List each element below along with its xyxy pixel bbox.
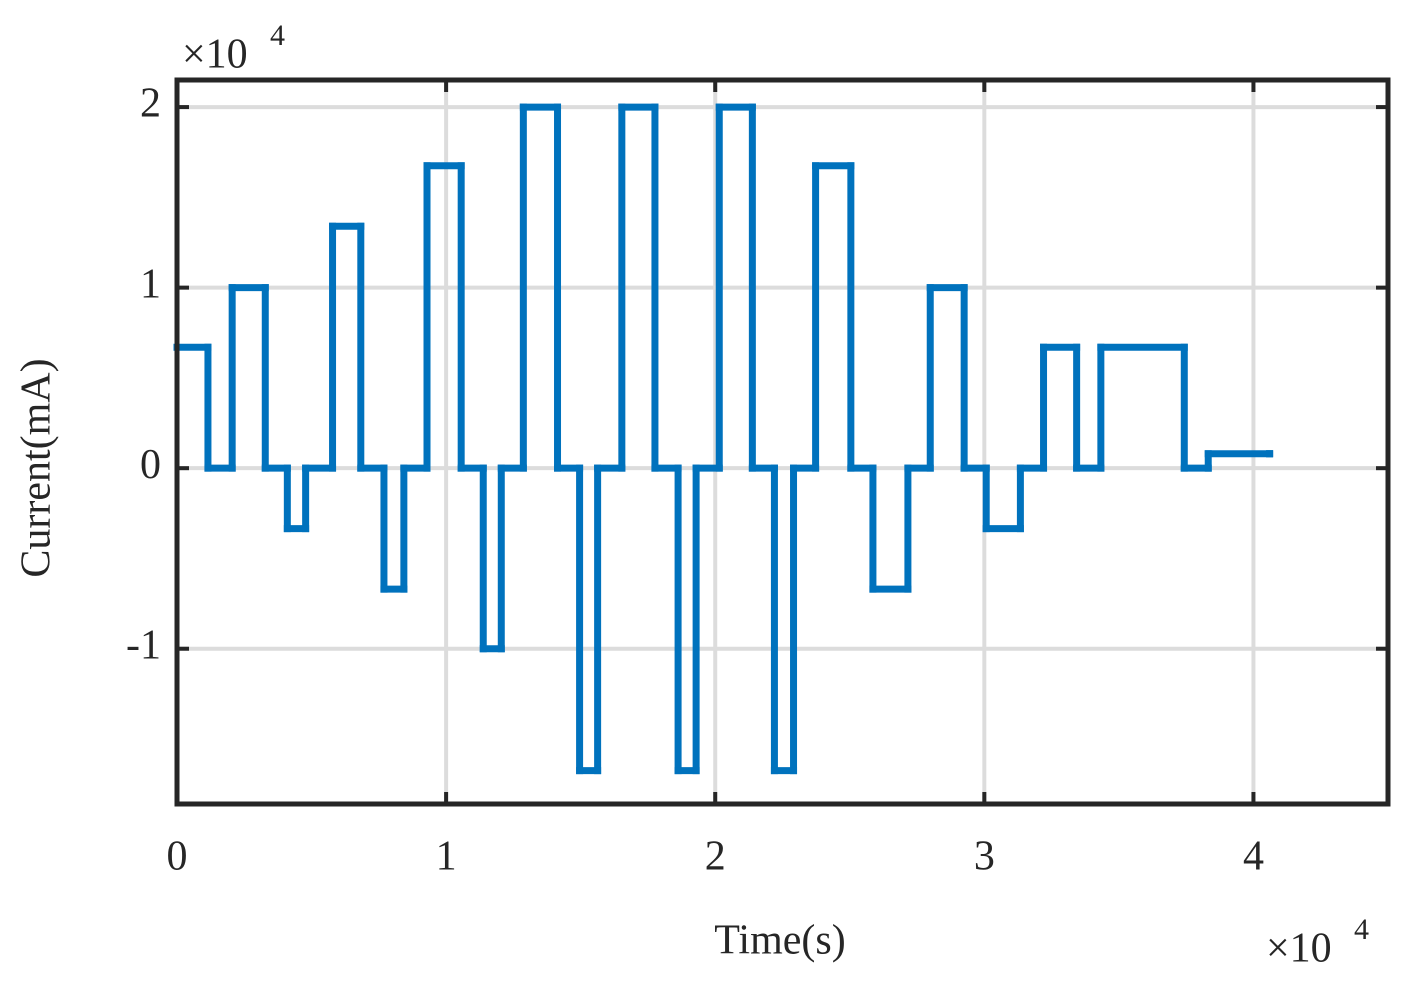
- y-multiplier: ×10: [182, 32, 248, 78]
- x-tick-label: 3: [974, 834, 995, 880]
- x-multiplier-power: 4: [1354, 913, 1369, 946]
- x-tick-label: 0: [167, 834, 188, 880]
- y-tick-label: -1: [126, 622, 161, 668]
- x-tick-label: 4: [1243, 834, 1264, 880]
- x-multiplier: ×10: [1266, 926, 1332, 972]
- y-tick-label: 2: [140, 81, 161, 127]
- x-tick-label: 1: [436, 834, 457, 880]
- y-tick-label: 0: [140, 442, 161, 488]
- y-multiplier-power: 4: [270, 19, 285, 52]
- plot-frame: [174, 77, 1391, 807]
- x-tick-label: 2: [705, 834, 726, 880]
- y-tick-label: 1: [140, 261, 161, 307]
- x-axis-label: Time(s): [714, 918, 845, 964]
- y-axis-label: Current(mA): [14, 358, 60, 577]
